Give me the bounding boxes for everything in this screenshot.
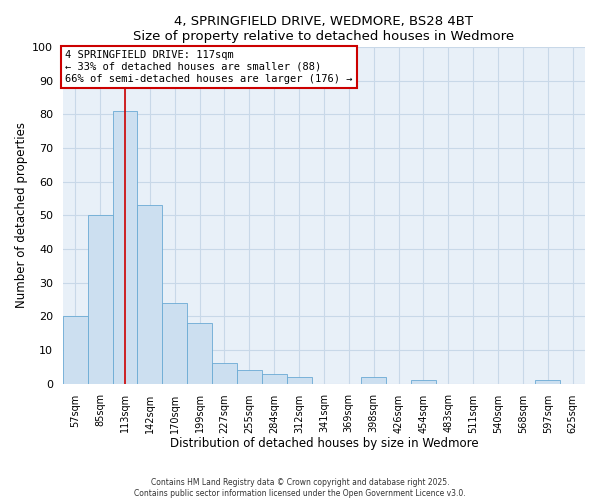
Bar	[262, 374, 287, 384]
Text: 4 SPRINGFIELD DRIVE: 117sqm
← 33% of detached houses are smaller (88)
66% of sem: 4 SPRINGFIELD DRIVE: 117sqm ← 33% of det…	[65, 50, 353, 84]
Bar	[361, 377, 386, 384]
Y-axis label: Number of detached properties: Number of detached properties	[15, 122, 28, 308]
Bar	[137, 205, 163, 384]
Bar	[63, 316, 88, 384]
Bar	[187, 323, 212, 384]
Bar	[287, 377, 311, 384]
Bar	[411, 380, 436, 384]
Title: 4, SPRINGFIELD DRIVE, WEDMORE, BS28 4BT
Size of property relative to detached ho: 4, SPRINGFIELD DRIVE, WEDMORE, BS28 4BT …	[133, 15, 515, 43]
Bar	[237, 370, 262, 384]
X-axis label: Distribution of detached houses by size in Wedmore: Distribution of detached houses by size …	[170, 437, 478, 450]
Text: Contains HM Land Registry data © Crown copyright and database right 2025.
Contai: Contains HM Land Registry data © Crown c…	[134, 478, 466, 498]
Bar	[88, 216, 113, 384]
Bar	[163, 303, 187, 384]
Bar	[113, 111, 137, 384]
Bar	[535, 380, 560, 384]
Bar	[212, 364, 237, 384]
